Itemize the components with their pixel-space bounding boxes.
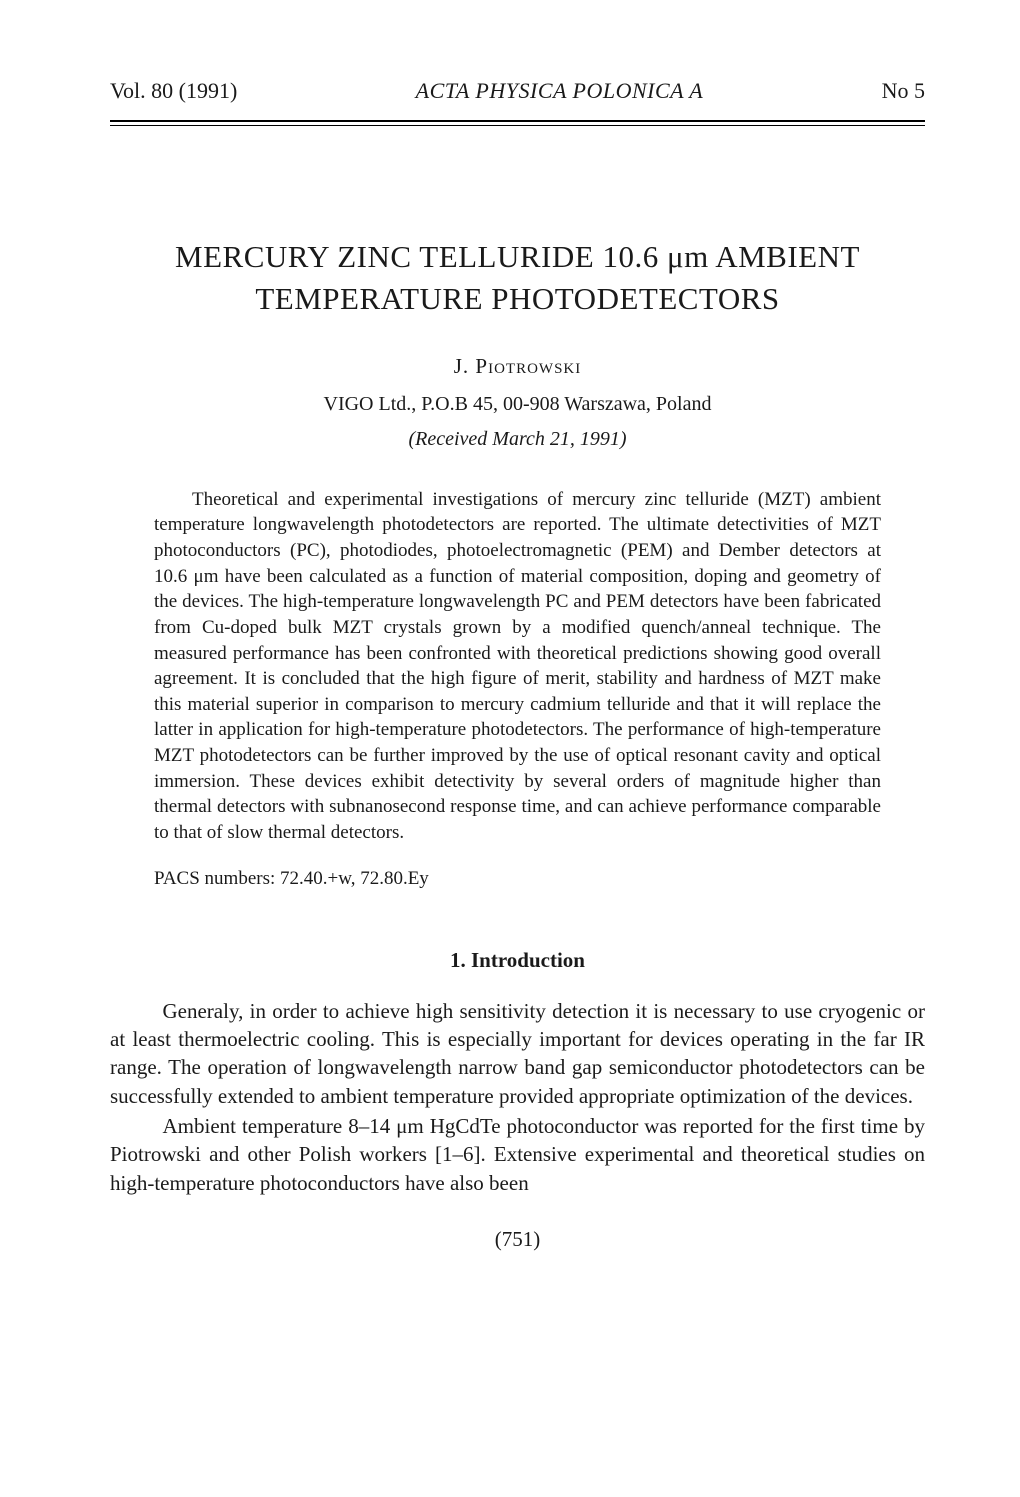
header-rule-thick	[110, 120, 925, 122]
author-initial: J.	[454, 354, 476, 378]
issue-number: No 5	[882, 78, 925, 104]
pacs-numbers: PACS numbers: 72.40.+w, 72.80.Ey	[154, 868, 881, 890]
affiliation: VIGO Ltd., P.O.B 45, 00-908 Warszawa, Po…	[110, 393, 925, 416]
author-line: J. Piotrowski	[110, 354, 925, 379]
running-head: Vol. 80 (1991) ACTA PHYSICA POLONICA A N…	[110, 78, 925, 104]
article-title: MERCURY ZINC TELLURIDE 10.6 μm AMBIENT T…	[110, 236, 925, 320]
abstract: Theoretical and experimental investigati…	[154, 487, 881, 846]
page-container: Vol. 80 (1991) ACTA PHYSICA POLONICA A N…	[0, 0, 1020, 1312]
header-rule-thin	[110, 125, 925, 126]
journal-name: ACTA PHYSICA POLONICA A	[237, 78, 881, 104]
section-heading: 1. Introduction	[110, 948, 925, 973]
author-surname: Piotrowski	[475, 354, 581, 378]
body-paragraph-1: Generaly, in order to achieve high sensi…	[110, 997, 925, 1110]
title-line-2: TEMPERATURE PHOTODETECTORS	[255, 281, 779, 316]
body-paragraph-2: Ambient temperature 8–14 μm HgCdTe photo…	[110, 1112, 925, 1197]
volume-text: Vol. 80 (1991)	[110, 78, 237, 104]
received-date: (Received March 21, 1991)	[110, 428, 925, 451]
title-line-1: MERCURY ZINC TELLURIDE 10.6 μm AMBIENT	[175, 239, 860, 274]
page-number: (751)	[110, 1227, 925, 1252]
